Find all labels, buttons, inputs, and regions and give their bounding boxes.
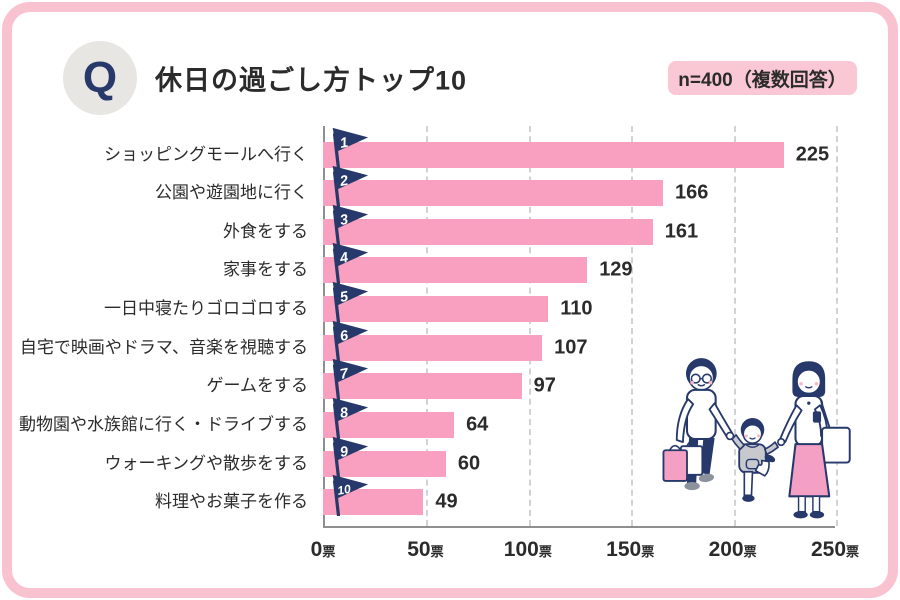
value-label: 161 [664,220,699,243]
value-label: 97 [533,374,556,397]
plot-area [323,126,838,528]
table-row: 9 60 [323,436,835,478]
value-label: 60 [457,452,481,475]
category-label: ゲームをする [206,376,309,396]
gridline [631,126,634,526]
bar [323,180,663,207]
category-label: 公園や遊園地に行く [155,183,308,203]
table-row: 1 225 [323,127,835,169]
value-label: 166 [674,181,709,204]
rank-number: 1 [339,134,350,151]
tick-number: 150 [606,538,642,561]
rank-flag-icon: 1 [332,127,369,169]
rank-number: 2 [338,173,350,190]
rank-flag-icon: 6 [332,320,369,362]
category-label: 一日中寝たりゴロゴロする [104,299,308,319]
table-row: 8 64 [323,397,835,440]
category-label: 外食をする [223,221,308,241]
rank-number: 7 [339,366,351,383]
mother-figure [777,361,851,519]
page-title: 休日の過ごし方トップ10 [155,65,468,96]
rank-flag-icon: 5 [332,281,369,324]
rank-flag-icon: 7 [332,359,369,401]
table-row: 10 49 [323,475,835,517]
child-figure [731,418,779,502]
rank-flag-icon: 10 [332,475,369,517]
tick-number: 250 [810,538,847,561]
value-label: 64 [466,413,489,436]
table-row: 7 97 [323,359,835,401]
category-label: 家事をする [223,260,308,280]
axis-tick-label: 250票 [811,538,859,562]
table-row: 4 129 [323,243,835,285]
q-letter: Q [82,53,118,102]
tick-unit: 票 [430,544,444,559]
bar [323,218,653,245]
table-row: 3 161 [323,204,835,246]
rank-flag-icon: 2 [332,166,369,208]
tick-number: 50 [407,538,431,561]
axis-tick-label: 100票 [504,538,552,562]
category-label: 動物園や水族館に行く・ドライブする [19,415,308,435]
rank-number: 3 [339,212,350,229]
value-label: 225 [795,143,830,165]
table-row: 6 107 [323,320,835,362]
category-label: 料理やお菓子を作る [155,492,308,512]
gridline [733,126,736,526]
axis-tick-label: 50票 [407,538,443,562]
tick-unit: 票 [641,544,655,559]
rank-flag-icon: 8 [332,397,369,440]
value-label: 107 [554,336,588,359]
table-row: 5 110 [323,281,835,324]
table-row: 2 166 [323,166,835,208]
rank-number: 5 [339,289,351,306]
value-label: 110 [560,297,593,320]
tick-number: 200 [708,538,744,561]
rank-number: 8 [339,405,350,422]
father-figure [662,358,735,491]
rank-number: 9 [339,444,350,461]
tick-unit: 票 [743,544,757,559]
rank-flag-icon: 4 [332,243,369,285]
sample-size-badge: n=400（複数回答） [668,61,857,95]
category-label: ウォーキングや散歩をする [104,453,309,473]
gridline [528,126,531,526]
rank-flag-icon: 3 [332,204,369,246]
bar [323,334,543,361]
rank-number: 6 [339,327,351,344]
category-label: 自宅で映画やドラマ、音楽を視聴する [19,337,308,357]
axis-tick-label: 0票 [311,538,336,562]
bar [323,373,522,400]
axis-tick-label: 200票 [709,538,757,562]
tick-unit: 票 [846,544,860,559]
tick-unit: 票 [322,544,336,559]
gridline [426,126,429,526]
bar [323,296,549,323]
category-label: ショッピングモールへ行く [104,144,308,164]
tick-number: 0 [310,538,323,561]
question-badge: Q [63,41,137,115]
tick-number: 100 [503,538,539,561]
rank-flag-icon: 9 [332,436,369,478]
family-illustration [662,358,851,519]
tick-unit: 票 [538,544,552,559]
gridline [836,126,838,526]
bar [323,257,588,284]
bar [323,141,784,168]
axis-tick-label: 150票 [606,538,654,562]
rank-number: 4 [338,250,350,267]
value-label: 49 [435,490,458,513]
rank-number: 10 [336,482,352,498]
value-label: 129 [599,258,633,281]
